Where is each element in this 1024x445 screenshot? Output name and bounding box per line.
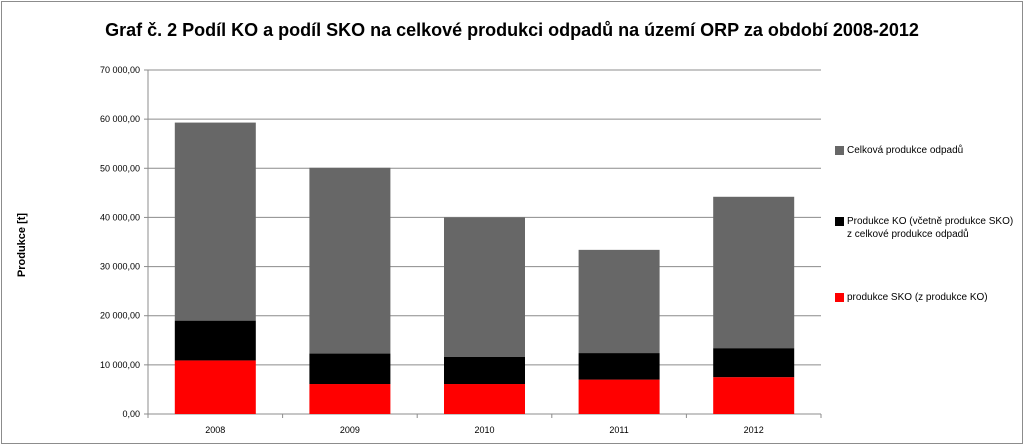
bar-segment <box>578 353 660 380</box>
bar-segment <box>578 249 660 354</box>
bar-segment <box>174 320 256 361</box>
legend-label: Celková produkce odpadů <box>847 145 964 156</box>
y-tick-label: 40 000,00 <box>100 212 140 222</box>
legend-swatch <box>835 146 844 155</box>
bar-segment <box>309 167 391 354</box>
y-tick-label: 20 000,00 <box>100 311 140 321</box>
legend-item: Celková produkce odpadů <box>835 144 1020 157</box>
bar-segment <box>309 353 391 385</box>
bar-segment <box>713 196 795 349</box>
bar-segment <box>713 348 795 378</box>
x-tick-label: 2010 <box>474 425 494 435</box>
y-tick-label: 60 000,00 <box>100 114 140 124</box>
bar-segment <box>444 217 525 357</box>
legend-label: Produkce KO (včetně produkce SKO) z celk… <box>847 216 1014 240</box>
chart-title: Graf č. 2 Podíl KO a podíl SKO na celkov… <box>105 20 919 40</box>
y-tick-label: 70 000,00 <box>100 65 140 75</box>
bar-segment <box>174 360 256 414</box>
bar-segment <box>309 384 391 414</box>
bar-segment <box>713 377 795 414</box>
legend-swatch <box>835 293 844 302</box>
y-tick-label: 30 000,00 <box>100 262 140 272</box>
x-tick-label: 2008 <box>205 425 225 435</box>
y-tick-label: 0,00 <box>122 409 140 419</box>
legend-label: produkce SKO (z produkce KO) <box>847 292 988 303</box>
y-tick-label: 10 000,00 <box>100 360 140 370</box>
legend-item: Produkce KO (včetně produkce SKO) z celk… <box>835 215 1020 241</box>
bar-segment <box>174 122 256 321</box>
legend-swatch <box>835 217 844 226</box>
y-tick-label: 50 000,00 <box>100 163 140 173</box>
x-tick-label: 2012 <box>744 425 764 435</box>
x-tick-label: 2011 <box>609 425 628 435</box>
bar-segment <box>444 356 525 385</box>
bar-segment <box>578 379 660 414</box>
bar-segment <box>444 384 525 414</box>
x-tick-label: 2009 <box>340 425 360 435</box>
legend-item: produkce SKO (z produkce KO) <box>835 291 1020 304</box>
